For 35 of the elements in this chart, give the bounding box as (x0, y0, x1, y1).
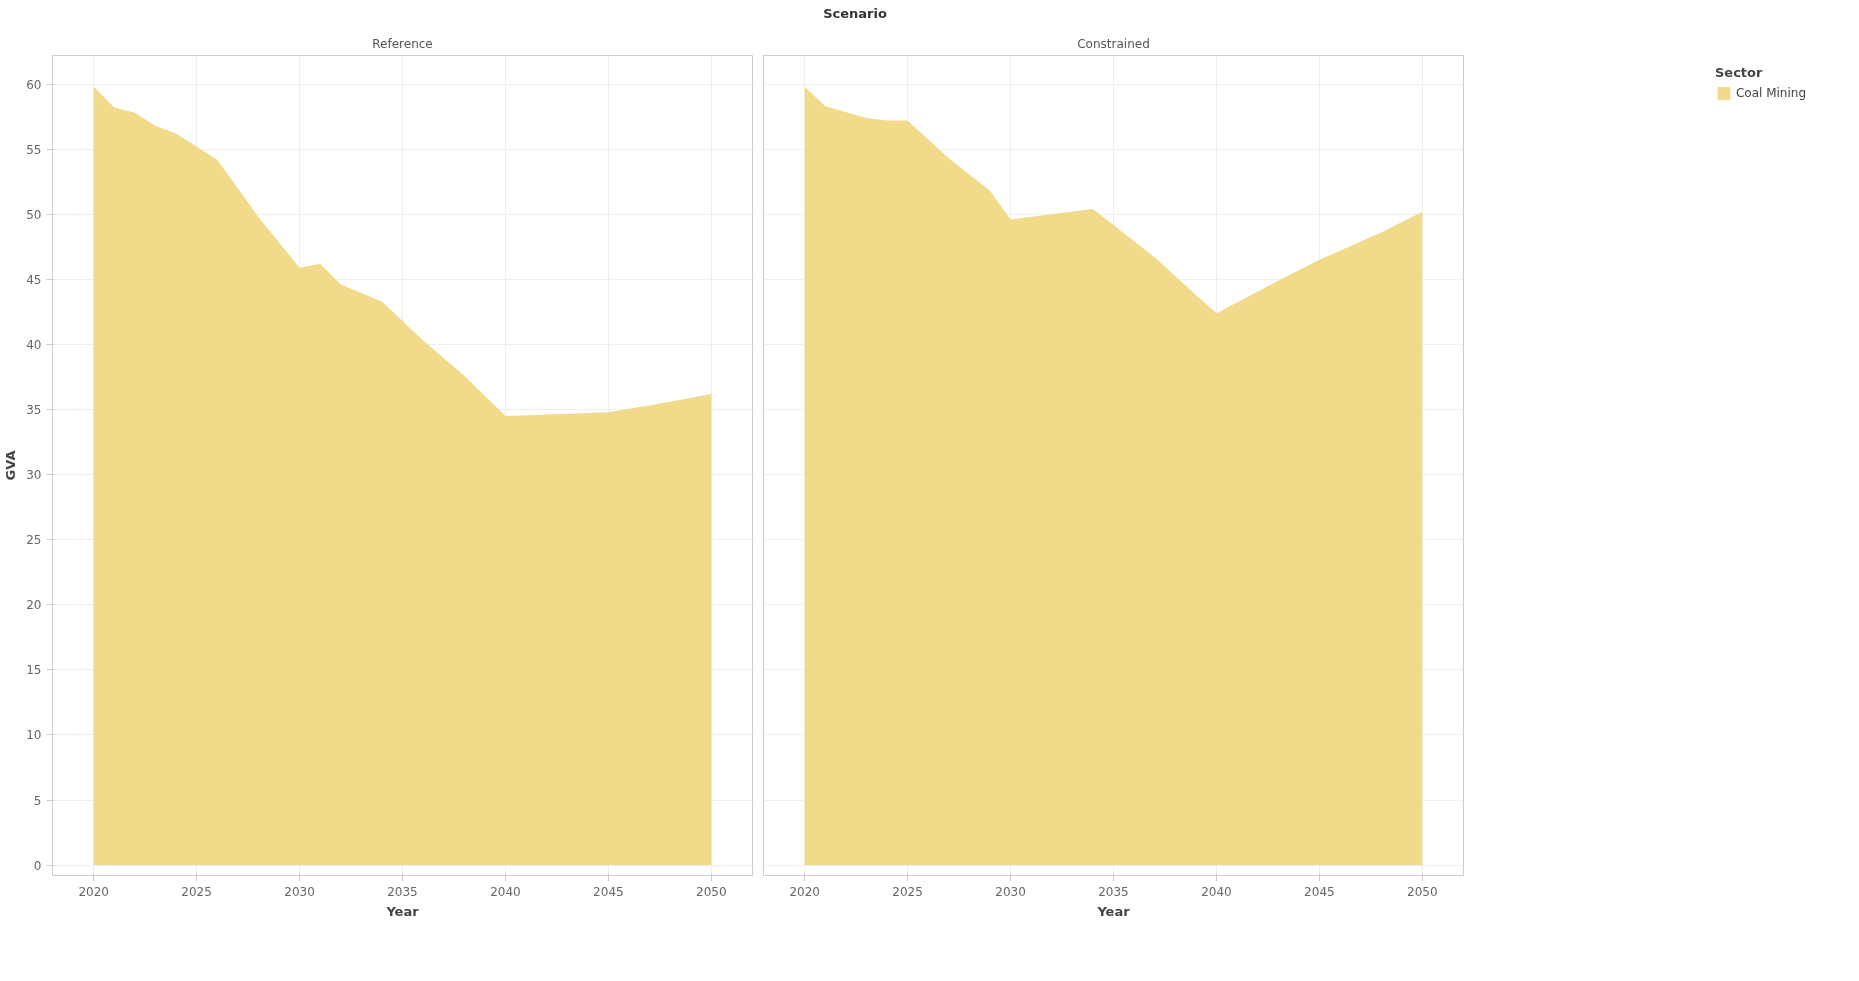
x-tick-label: 2025 (892, 884, 923, 899)
x-tick-label: 2035 (387, 884, 418, 899)
y-axis-title: GVA (3, 450, 19, 481)
x-axis-title: Year (385, 903, 420, 919)
y-tick-label: 30 (26, 467, 42, 482)
y-tick-label: 10 (26, 727, 42, 742)
chart-title: Reference (372, 36, 433, 51)
x-tick-label: 2045 (593, 884, 624, 899)
y-tick-label: 15 (26, 662, 42, 677)
x-tick-label: 2040 (1201, 884, 1232, 899)
x-tick-label: 2040 (490, 884, 521, 899)
y-tick-label: 45 (26, 272, 42, 287)
x-axis-title: Year (1096, 903, 1131, 919)
x-tick-label: 2050 (1407, 884, 1438, 899)
x-tick-label: 2045 (1304, 884, 1335, 899)
x-tick-label: 2020 (789, 884, 820, 899)
legend-title: Sector (1714, 64, 1764, 80)
y-tick-label: 5 (33, 793, 42, 808)
x-tick-label: 2050 (696, 884, 727, 899)
chart-title: Constrained (1077, 36, 1150, 51)
x-tick-label: 2025 (181, 884, 212, 899)
x-tick-label: 2030 (995, 884, 1026, 899)
y-tick-label: 50 (26, 207, 42, 222)
text: Scenario (823, 5, 887, 23)
x-tick-label: 2030 (284, 884, 315, 899)
y-tick-label: 25 (26, 532, 42, 547)
y-tick-label: 55 (26, 142, 42, 157)
y-tick-label: 20 (26, 597, 42, 612)
legend-label: Coal Mining (1735, 85, 1807, 100)
y-tick-label: 40 (26, 337, 42, 352)
y-tick-label: 35 (26, 402, 42, 417)
y-tick-label: 0 (33, 858, 42, 873)
x-tick-label: 2035 (1098, 884, 1129, 899)
y-tick-label: 60 (26, 77, 42, 92)
x-tick-label: 2020 (78, 884, 109, 899)
